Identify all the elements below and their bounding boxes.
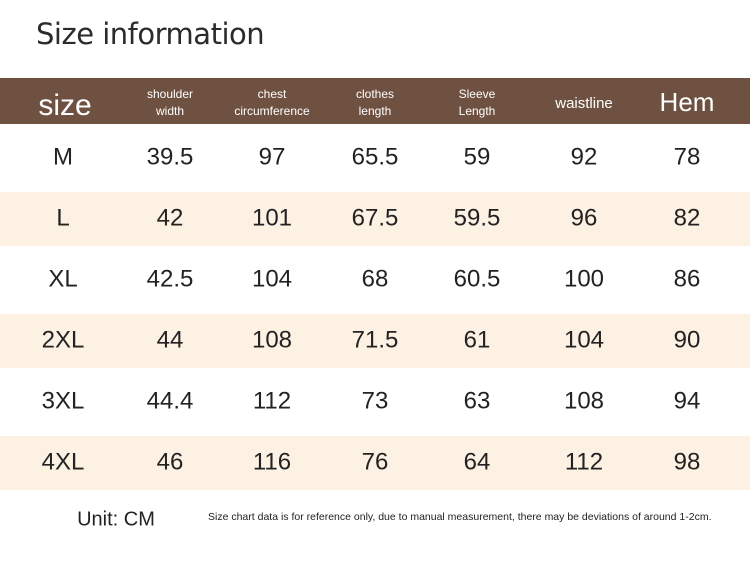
column-header: clothes	[356, 87, 394, 101]
column-header: shoulder	[147, 87, 193, 101]
column-header: waistline	[554, 95, 613, 112]
row-band	[0, 192, 750, 246]
cell: 2XL	[42, 326, 85, 353]
cell: 3XL	[42, 387, 85, 414]
cell: 65.5	[352, 143, 399, 170]
cell: 112	[565, 448, 603, 475]
cell: 73	[362, 387, 389, 414]
cell: 63	[464, 387, 491, 414]
cell: 46	[157, 448, 184, 475]
cell: 90	[674, 326, 701, 353]
cell: 39.5	[147, 143, 194, 170]
cell: 104	[564, 326, 604, 353]
note: Size chart data is for reference only, d…	[208, 511, 712, 523]
cell: 98	[674, 448, 701, 475]
cell: 94	[674, 387, 701, 414]
cell: 116	[253, 448, 291, 475]
column-header: size	[38, 89, 91, 122]
column-header: circumference	[234, 104, 310, 118]
cell: XL	[48, 265, 77, 292]
cell: M	[53, 143, 73, 170]
cell: 86	[674, 265, 701, 292]
cell: 42	[157, 204, 184, 231]
cell: 104	[252, 265, 292, 292]
cell: 64	[464, 448, 491, 475]
cell: 71.5	[352, 326, 399, 353]
column-header: width	[155, 104, 184, 118]
cell: L	[56, 204, 69, 231]
cell: 97	[259, 143, 286, 170]
cell: 82	[674, 204, 701, 231]
cell: 96	[571, 204, 598, 231]
cell: 92	[571, 143, 598, 170]
column-header: Length	[459, 104, 496, 118]
cell: 60.5	[454, 265, 501, 292]
column-header: chest	[258, 87, 287, 101]
cell: 100	[564, 265, 604, 292]
title: Size information	[36, 17, 264, 51]
cell: 42.5	[147, 265, 194, 292]
cell: 68	[362, 265, 389, 292]
cell: 59.5	[454, 204, 501, 231]
cell: 78	[674, 143, 701, 170]
unit: Unit: CM	[77, 508, 155, 530]
column-header: Hem	[660, 87, 715, 117]
row-band	[0, 436, 750, 490]
column-header: Sleeve	[459, 87, 496, 101]
cell: 44	[157, 326, 184, 353]
cell: 44.4	[147, 387, 194, 414]
header-band	[0, 78, 750, 124]
row-band	[0, 314, 750, 368]
cell: 101	[252, 204, 292, 231]
cell: 112	[253, 387, 291, 414]
cell: 108	[564, 387, 604, 414]
cell: 76	[362, 448, 389, 475]
cell: 59	[464, 143, 491, 170]
cell: 61	[464, 326, 491, 353]
column-header: length	[359, 104, 392, 118]
cell: 4XL	[42, 448, 85, 475]
cell: 67.5	[352, 204, 399, 231]
cell: 108	[252, 326, 292, 353]
